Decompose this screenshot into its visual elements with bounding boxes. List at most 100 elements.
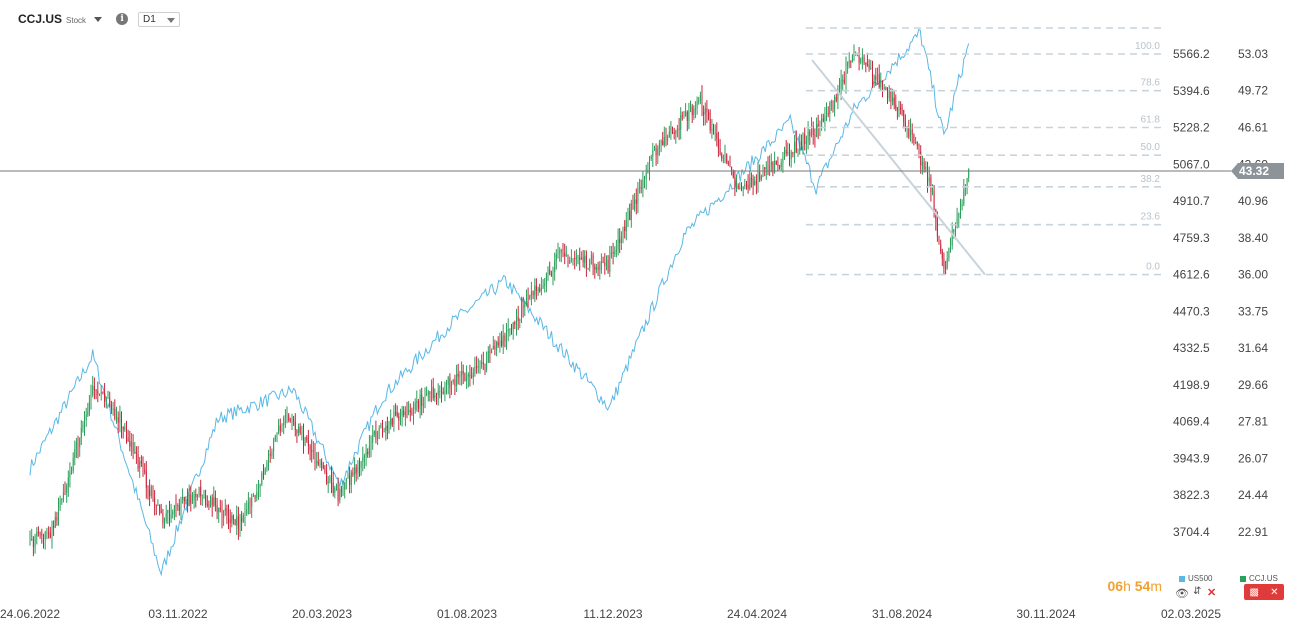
info-icon[interactable]: i — [116, 13, 129, 25]
ccj-candle — [535, 278, 537, 300]
ccj-candle — [377, 430, 379, 445]
ccj-candle — [741, 182, 742, 192]
ccj-candle — [554, 252, 556, 281]
current-price-value: 43.32 — [1239, 164, 1269, 178]
ccj-candle — [139, 457, 141, 478]
ccj-candle — [354, 457, 356, 485]
right-tick-label: 46.61 — [1238, 121, 1268, 135]
legend-item-us500[interactable]: US500 — [1179, 574, 1212, 583]
ccj-candle — [298, 423, 300, 437]
symbol-label[interactable]: CCJ.US — [18, 12, 63, 26]
ccj-candle — [604, 253, 606, 275]
ccj-candle — [595, 263, 597, 274]
symbol-dropdown-icon[interactable] — [94, 16, 103, 22]
ccj-candle — [247, 492, 249, 515]
ccj-candle — [80, 420, 82, 445]
ccj-candle — [941, 248, 943, 267]
ccj-candle — [673, 127, 675, 140]
candle-type-icon[interactable]: ▩ — [1249, 586, 1259, 598]
ccj-candle — [228, 504, 229, 530]
chart-toolbar: CCJ.US Stock i D1 — [18, 10, 181, 28]
ccj-candle — [895, 94, 897, 112]
ccj-candle — [665, 127, 667, 147]
ccj-candle — [362, 446, 364, 472]
ccj-candle — [41, 528, 43, 544]
ccj-candle — [481, 354, 483, 369]
ccj-candle — [572, 258, 574, 266]
fib-level-label: 61.8 — [1141, 115, 1161, 126]
ccj-candle — [198, 486, 200, 498]
ccj-candle — [752, 174, 754, 196]
ccj-candle — [284, 409, 286, 428]
ccj-candle — [246, 500, 248, 516]
ccj-candle — [737, 183, 739, 190]
ccj-candle — [650, 154, 652, 161]
ccj-candle — [88, 395, 90, 417]
ccj-candle — [84, 411, 85, 436]
ccj-candle — [729, 155, 731, 168]
ccj-candle — [375, 420, 377, 444]
ccj-candle — [303, 423, 304, 454]
ccj-candle — [403, 406, 405, 418]
ccj-candle — [90, 384, 92, 410]
left-tick-label: 4470.3 — [1173, 304, 1210, 318]
ccj-candle — [670, 121, 672, 140]
ccj-candle — [114, 399, 116, 421]
ccj-candle — [34, 533, 36, 554]
ccj-candle — [160, 503, 162, 514]
ccj-candle — [739, 182, 741, 190]
visibility-eye-icon[interactable]: 👁 — [1175, 588, 1189, 600]
ccj-candle — [746, 180, 747, 190]
ccj-candle — [116, 406, 117, 424]
fib-trend-line[interactable] — [811, 59, 986, 276]
ccj-candle — [95, 389, 97, 400]
ccj-candle — [268, 449, 269, 471]
ccj-candle — [814, 128, 816, 148]
timeframe-select[interactable]: D1 — [138, 11, 181, 27]
ccj-candle — [214, 490, 216, 512]
legend-label: CCJ.US — [1249, 574, 1278, 583]
ccj-candle — [322, 461, 324, 470]
ccj-candle — [885, 86, 887, 91]
ccj-candle — [316, 452, 318, 469]
legend-item-ccj[interactable]: CCJ.US — [1240, 574, 1278, 583]
left-tick-label: 5067.0 — [1173, 157, 1210, 171]
ccj-candle — [930, 174, 932, 202]
ccj-candle — [562, 243, 564, 258]
ccj-candle — [345, 477, 347, 490]
remove-us500-icon[interactable]: ✕ — [1207, 587, 1217, 599]
ccj-candle — [231, 512, 233, 528]
reorder-arrows-icon[interactable]: ⇵ — [1193, 586, 1202, 597]
ccj-candle — [749, 170, 751, 191]
ccj-candle — [512, 322, 514, 340]
ccj-candle — [489, 344, 491, 363]
ccj-candle — [271, 448, 273, 459]
timer-hours-unit: h — [1123, 578, 1131, 594]
ccj-candle — [632, 194, 634, 210]
ccj-candle — [711, 119, 713, 139]
ccj-candle — [254, 494, 256, 503]
ccj-candle — [173, 504, 175, 521]
ccj-candle — [180, 496, 182, 521]
ccj-candle — [589, 258, 591, 272]
ccj-candle — [321, 458, 323, 471]
remove-ccj-icon[interactable]: ✕ — [1270, 586, 1279, 598]
left-tick-label: 4910.7 — [1173, 194, 1210, 208]
ccj-candle — [699, 91, 701, 105]
ccj-candle — [927, 161, 928, 193]
ccj-candle — [497, 336, 499, 348]
ccj-candle — [251, 493, 253, 518]
ccj-candle — [276, 432, 278, 443]
ccj-candle — [31, 528, 33, 541]
ccj-candle — [504, 332, 506, 348]
ccj-candle — [612, 242, 614, 265]
ccj-candle — [382, 420, 383, 438]
ccj-candle — [307, 429, 309, 455]
ccj-candle — [99, 393, 100, 396]
ccj-candle — [165, 504, 167, 524]
ccj-candle — [54, 511, 56, 529]
left-tick-label: 4198.9 — [1173, 378, 1210, 392]
ccj-candle — [834, 94, 836, 117]
ccj-candle — [850, 60, 852, 68]
